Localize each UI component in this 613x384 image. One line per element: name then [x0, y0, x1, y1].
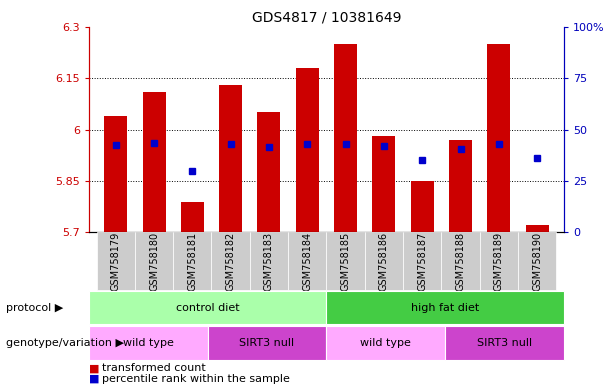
Bar — [89, 291, 327, 324]
Text: SIRT3 null: SIRT3 null — [240, 338, 295, 348]
Bar — [327, 326, 445, 360]
Text: GSM758188: GSM758188 — [455, 232, 465, 291]
Bar — [373, 136, 395, 232]
Bar — [487, 44, 511, 232]
Bar — [365, 232, 403, 290]
Bar — [327, 232, 365, 290]
Bar — [411, 181, 434, 232]
Bar — [250, 232, 288, 290]
Bar — [403, 232, 441, 290]
Bar — [327, 291, 564, 324]
Bar — [104, 116, 128, 232]
Text: GSM758179: GSM758179 — [111, 232, 121, 291]
Bar — [480, 232, 518, 290]
Text: high fat diet: high fat diet — [411, 303, 479, 313]
Bar — [518, 232, 557, 290]
Text: ■: ■ — [89, 363, 103, 373]
Text: transformed count: transformed count — [102, 363, 206, 373]
Text: GSM758180: GSM758180 — [149, 232, 159, 291]
Text: GSM758189: GSM758189 — [494, 232, 504, 291]
Title: GDS4817 / 10381649: GDS4817 / 10381649 — [252, 10, 401, 24]
Bar — [135, 232, 173, 290]
Bar — [441, 232, 480, 290]
Text: wild type: wild type — [360, 338, 411, 348]
Text: ■: ■ — [89, 374, 103, 384]
Bar — [142, 92, 166, 232]
Bar — [334, 44, 357, 232]
Bar — [208, 326, 327, 360]
Bar — [296, 68, 319, 232]
Bar — [211, 232, 250, 290]
Bar — [173, 232, 211, 290]
Bar — [449, 140, 472, 232]
Text: SIRT3 null: SIRT3 null — [477, 338, 532, 348]
Bar — [445, 326, 564, 360]
Text: genotype/variation ▶: genotype/variation ▶ — [6, 338, 124, 348]
Text: GSM758186: GSM758186 — [379, 232, 389, 291]
Bar — [89, 326, 208, 360]
Text: percentile rank within the sample: percentile rank within the sample — [102, 374, 290, 384]
Bar — [219, 85, 242, 232]
Bar — [181, 202, 204, 232]
Text: GSM758183: GSM758183 — [264, 232, 274, 291]
Bar — [257, 113, 281, 232]
Bar — [97, 232, 135, 290]
Text: protocol ▶: protocol ▶ — [6, 303, 63, 313]
Text: wild type: wild type — [123, 338, 173, 348]
Text: GSM758187: GSM758187 — [417, 232, 427, 291]
Bar — [526, 225, 549, 232]
Text: GSM758185: GSM758185 — [341, 232, 351, 291]
Text: GSM758181: GSM758181 — [188, 232, 197, 291]
Bar — [288, 232, 327, 290]
Text: control diet: control diet — [176, 303, 240, 313]
Text: GSM758184: GSM758184 — [302, 232, 312, 291]
Text: GSM758190: GSM758190 — [532, 232, 542, 291]
Text: GSM758182: GSM758182 — [226, 232, 235, 291]
